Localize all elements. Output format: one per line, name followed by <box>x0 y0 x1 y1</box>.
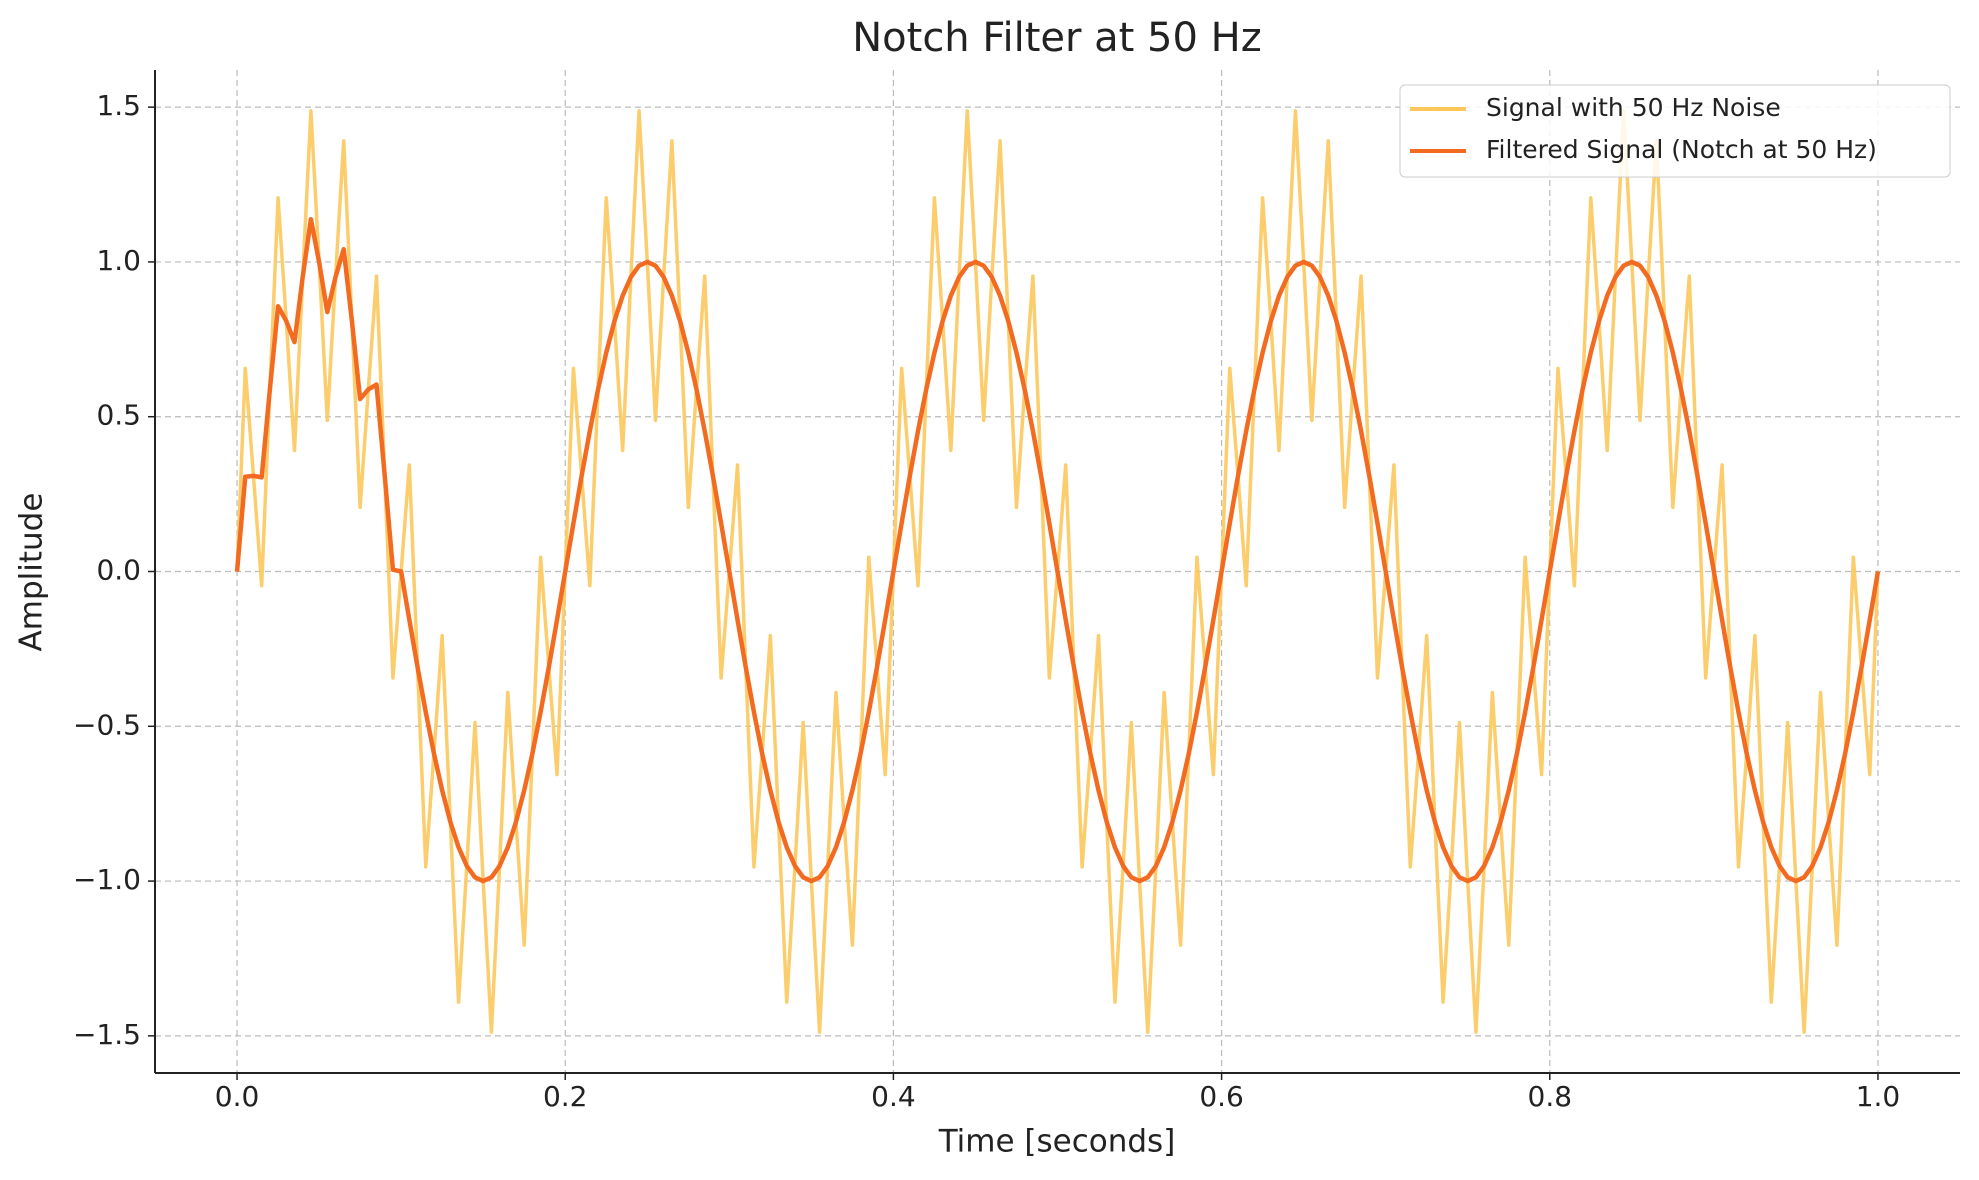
legend-label: Filtered Signal (Notch at 50 Hz) <box>1486 135 1877 164</box>
y-tick-label: −1.5 <box>73 1018 141 1051</box>
x-tick-label: 1.0 <box>1856 1080 1901 1113</box>
x-axis-label: Time [seconds] <box>938 1124 1176 1160</box>
series-line <box>234 216 1881 884</box>
y-tick-label: −1.0 <box>73 863 141 896</box>
y-tick-label: 0.5 <box>96 399 141 432</box>
x-tick-label: 0.8 <box>1528 1080 1573 1113</box>
y-tick-label: 1.0 <box>96 244 141 277</box>
y-axis-label: Amplitude <box>14 493 50 652</box>
y-tick-label: −0.5 <box>73 708 141 741</box>
legend-label: Signal with 50 Hz Noise <box>1486 93 1781 122</box>
x-tick-label: 0.0 <box>215 1080 260 1113</box>
x-tick-label: 0.6 <box>1199 1080 1244 1113</box>
legend-box <box>1399 84 1951 178</box>
y-tick-label: 0.0 <box>96 554 141 587</box>
x-tick-label: 0.2 <box>543 1080 588 1113</box>
y-tick-label: 1.5 <box>96 89 141 122</box>
chart-title: Notch Filter at 50 Hz <box>852 15 1262 61</box>
x-tick-label: 0.4 <box>871 1080 916 1113</box>
